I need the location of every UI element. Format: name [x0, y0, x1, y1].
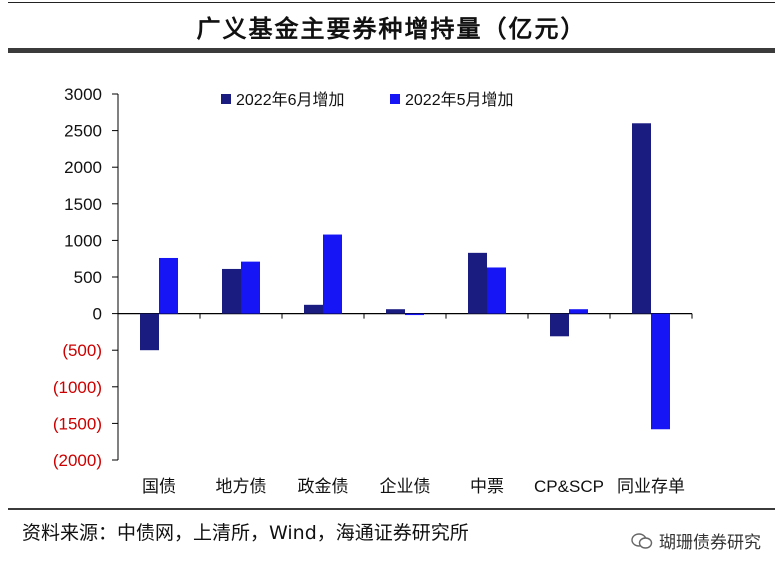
legend-swatch	[221, 94, 231, 104]
y-tick-label: 1000	[64, 231, 102, 250]
y-tick-label: 2500	[64, 122, 102, 141]
x-tick-label: 企业债	[380, 477, 431, 496]
bar	[550, 313, 569, 337]
title-rule	[8, 48, 775, 53]
y-tick-label: (500)	[62, 341, 102, 360]
source-note: 资料来源：中债网，上清所，Wind，海通证券研究所	[22, 522, 469, 544]
x-tick-label: 地方债	[216, 477, 267, 496]
source-bar: 资料来源：中债网，上清所，Wind，海通证券研究所 瑚珊债券研究	[8, 508, 775, 556]
wechat-icon	[631, 532, 653, 549]
bar	[386, 309, 405, 314]
watermark-text: 瑚珊债券研究	[659, 533, 761, 553]
bar	[140, 313, 159, 351]
y-tick-label: (2000)	[53, 451, 102, 470]
x-tick-label: CP&SCP	[534, 477, 604, 496]
bar	[304, 304, 323, 314]
bar	[222, 268, 241, 314]
bar	[159, 257, 178, 314]
title-bar: 广义基金主要券种增持量（亿元）	[8, 2, 775, 53]
x-tick-label: 同业存单	[617, 477, 685, 496]
x-tick-label: 中票	[470, 477, 504, 496]
x-tick-label: 政金债	[298, 477, 349, 496]
bar	[241, 261, 260, 314]
bar	[468, 252, 487, 314]
y-tick-label: 3000	[64, 85, 102, 104]
bar	[405, 313, 424, 316]
y-tick-label: (1500)	[53, 414, 102, 433]
y-tick-label: 2000	[64, 158, 102, 177]
x-tick-label: 国债	[142, 477, 176, 496]
bar	[632, 123, 651, 314]
bar	[487, 267, 506, 314]
y-tick-label: 1500	[64, 195, 102, 214]
legend-swatch	[390, 94, 400, 104]
y-tick-label: (1000)	[53, 378, 102, 397]
y-tick-label: 0	[93, 305, 102, 324]
chart-title: 广义基金主要券种增持量（亿元）	[196, 14, 587, 43]
bar	[569, 309, 588, 314]
legend-label: 2022年6月增加	[236, 91, 345, 109]
legend-label: 2022年5月增加	[405, 91, 514, 109]
bar	[651, 313, 670, 430]
watermark: 瑚珊债券研究	[631, 528, 761, 553]
bar	[323, 234, 342, 314]
y-tick-label: 500	[74, 268, 102, 287]
